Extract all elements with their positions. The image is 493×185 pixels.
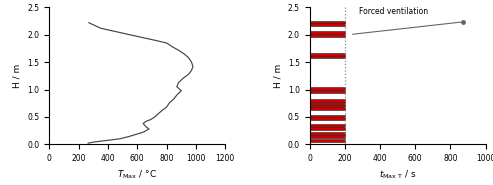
Bar: [310, 107, 345, 110]
X-axis label: $t_{\mathrm{Max\ T}}$ / s: $t_{\mathrm{Max\ T}}$ / s: [379, 169, 417, 181]
Bar: [310, 34, 345, 37]
Bar: [310, 23, 345, 26]
X-axis label: $T_{\mathrm{Max}}$ / °C: $T_{\mathrm{Max}}$ / °C: [117, 169, 157, 181]
Bar: [310, 105, 345, 107]
Bar: [310, 102, 345, 105]
Bar: [310, 21, 345, 23]
Bar: [310, 53, 345, 56]
Bar: [310, 56, 345, 58]
Bar: [310, 99, 345, 102]
Bar: [310, 87, 345, 90]
Bar: [310, 31, 345, 34]
Bar: [310, 135, 345, 138]
Text: Forced ventilation: Forced ventilation: [359, 7, 428, 16]
Bar: [310, 117, 345, 120]
Y-axis label: H / m: H / m: [13, 64, 22, 88]
Bar: [310, 139, 345, 142]
Y-axis label: H / m: H / m: [273, 64, 282, 88]
Bar: [310, 127, 345, 130]
Bar: [310, 124, 345, 127]
Bar: [310, 90, 345, 93]
Bar: [310, 132, 345, 135]
Bar: [310, 115, 345, 117]
